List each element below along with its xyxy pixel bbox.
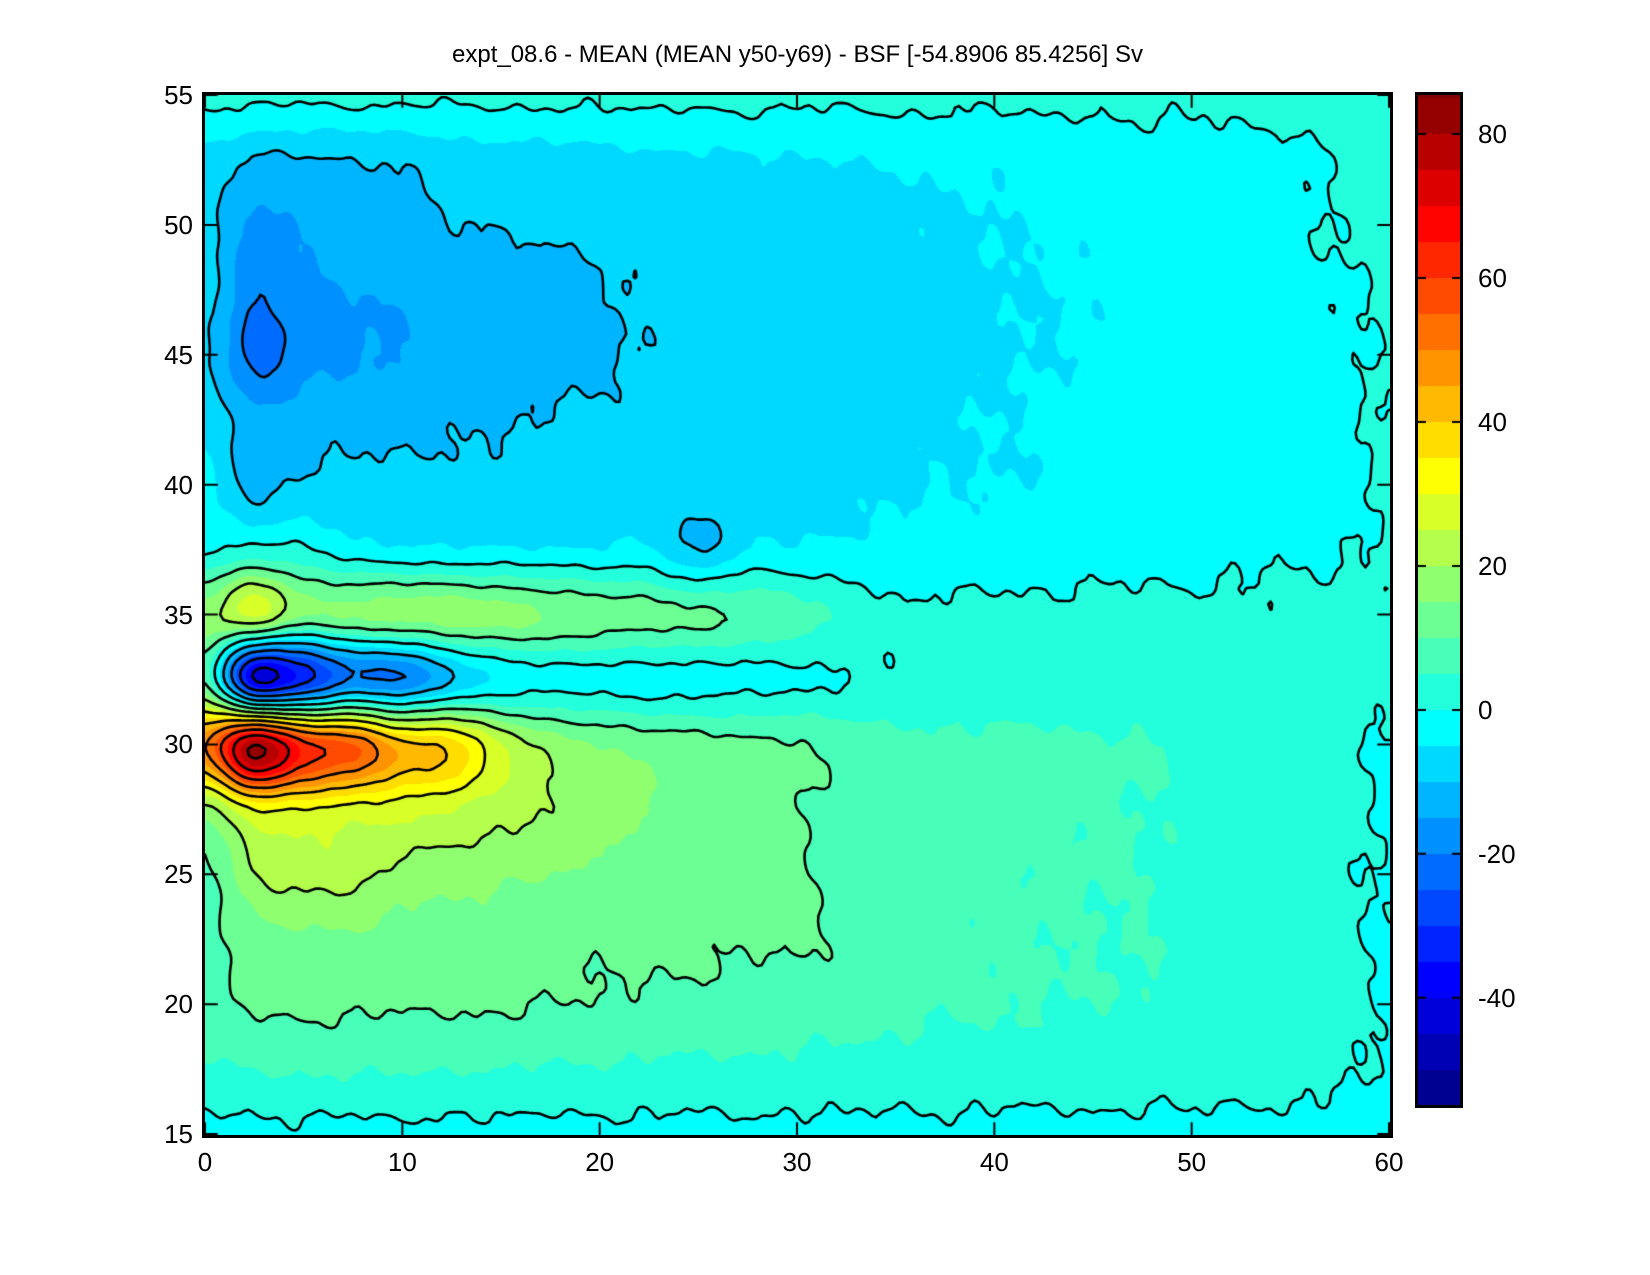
y-tick-label: 20 — [164, 989, 193, 1020]
colorbar-tick-label: 80 — [1478, 119, 1507, 150]
colorbar-tick-label: -20 — [1478, 838, 1516, 869]
y-tick-label: 40 — [164, 469, 193, 500]
x-tick-label: 40 — [979, 1147, 1009, 1177]
colorbar-canvas — [1418, 95, 1460, 1105]
x-tick-label: 0 — [197, 1147, 213, 1177]
colorbar-tick-label: 40 — [1478, 406, 1507, 437]
figure-title: expt_08.6 - MEAN (MEAN y50-y69) - BSF [-… — [452, 41, 1143, 68]
y-tick-label: 50 — [164, 209, 193, 240]
colorbar-tick-label: 0 — [1478, 694, 1493, 725]
x-tick-label: 10 — [387, 1147, 417, 1177]
plot-box — [202, 92, 1393, 1138]
x-tick-label: 20 — [585, 1147, 615, 1177]
colorbar-tick-label: -40 — [1478, 982, 1516, 1013]
x-tick-label: 50 — [1177, 1147, 1207, 1177]
y-tick-label: 35 — [164, 599, 193, 630]
colorbar-tick-label: 20 — [1478, 550, 1507, 581]
y-tick-label: 30 — [164, 729, 193, 760]
colorbar-tick-label: 60 — [1478, 263, 1507, 293]
contour-plot-canvas — [205, 95, 1390, 1135]
y-tick-label: 25 — [164, 859, 193, 890]
y-tick-label: 45 — [164, 339, 193, 370]
y-tick-label: 55 — [164, 80, 193, 110]
x-tick-label: 60 — [1374, 1147, 1404, 1177]
x-tick-label: 30 — [782, 1147, 812, 1177]
colorbar — [1415, 92, 1463, 1108]
y-tick-label: 15 — [164, 1119, 193, 1149]
